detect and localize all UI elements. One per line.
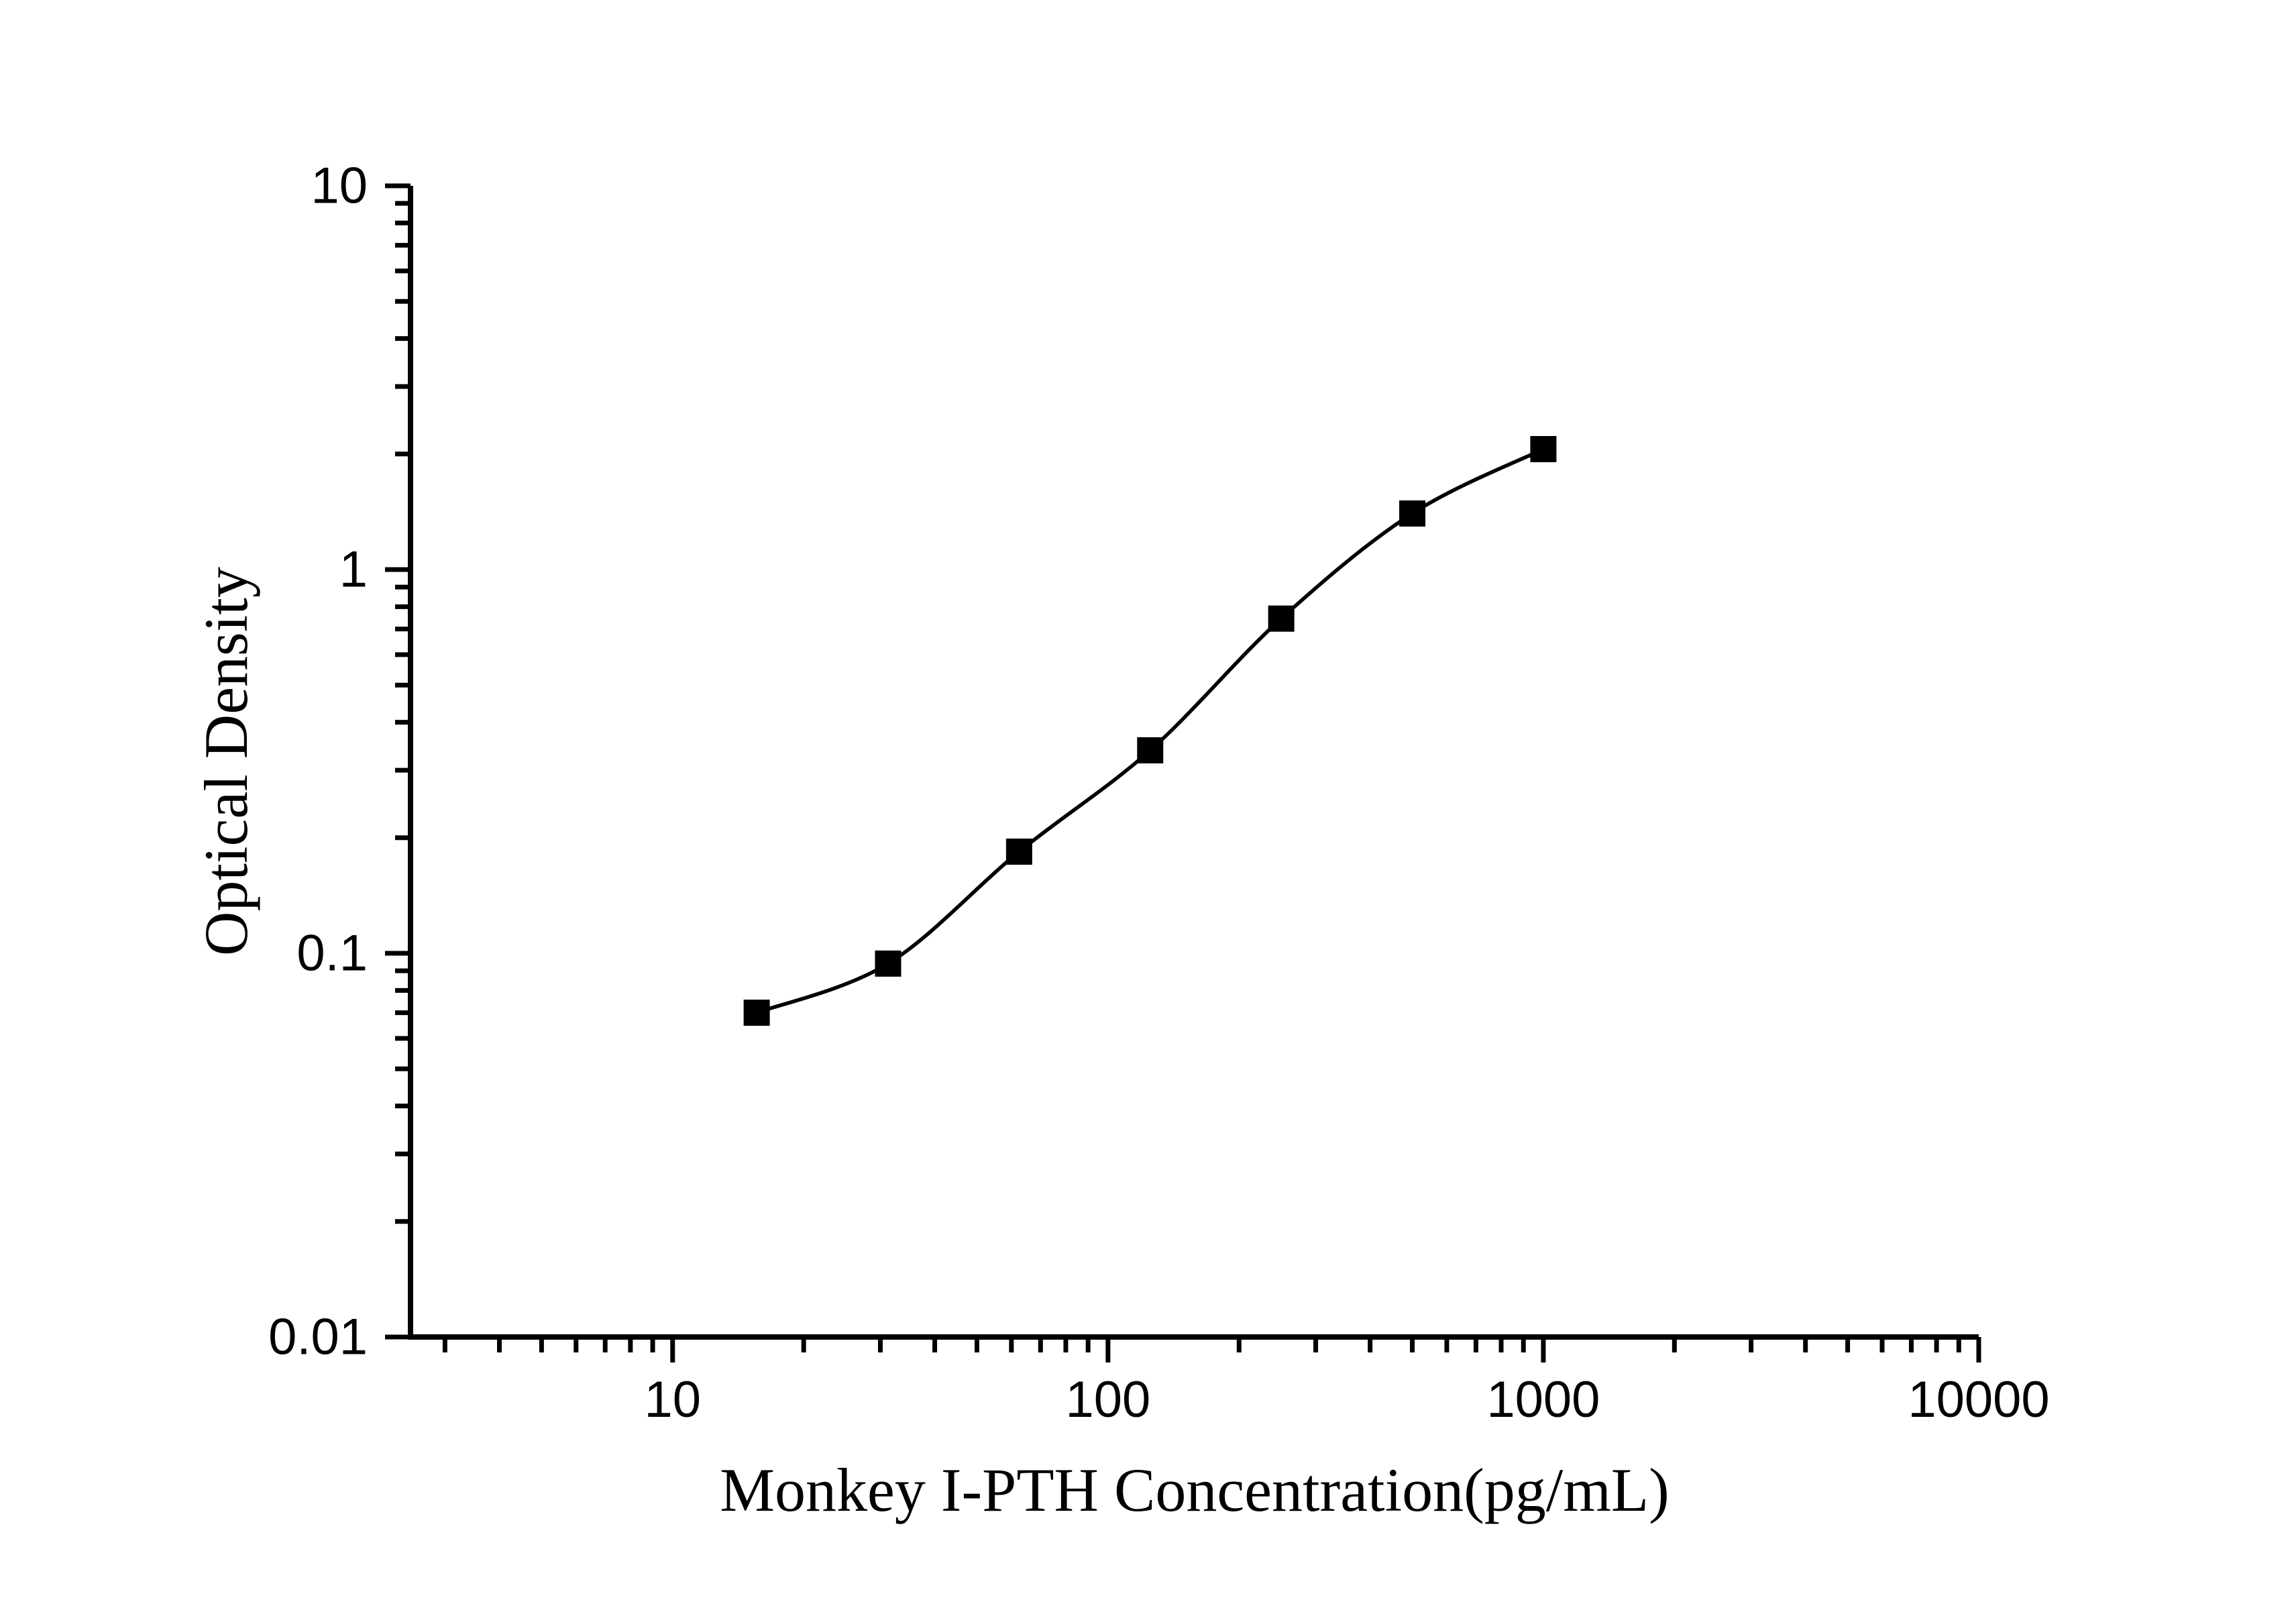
data-point-marker (1137, 737, 1164, 763)
y-tick-label: 0.1 (296, 925, 368, 982)
y-tick-label: 1 (339, 541, 368, 598)
curve-series (743, 435, 1557, 1026)
data-point-marker (1005, 839, 1032, 865)
y-axis-title: Optical Density (192, 567, 260, 956)
x-tick-label: 10000 (1908, 1371, 2049, 1428)
x-tick-label: 100 (1065, 1371, 1150, 1428)
data-point-marker (1530, 435, 1557, 462)
y-axis: 10 1 0.1 0.01 (268, 158, 413, 1366)
x-axis-title: Monkey I-PTH Concentration(pg/mL) (720, 1456, 1670, 1524)
data-point-marker (875, 950, 901, 977)
y-tick-label: 0.01 (268, 1309, 368, 1366)
data-point-marker (1399, 500, 1426, 527)
y-tick-label: 10 (311, 158, 368, 215)
x-axis: 10 100 1000 10000 (411, 1334, 2050, 1428)
data-point-marker (1268, 605, 1295, 632)
data-point-marker (743, 1000, 770, 1026)
curve-line (756, 447, 1545, 1015)
x-tick-label: 10 (645, 1371, 702, 1428)
x-tick-label: 1000 (1486, 1371, 1600, 1428)
